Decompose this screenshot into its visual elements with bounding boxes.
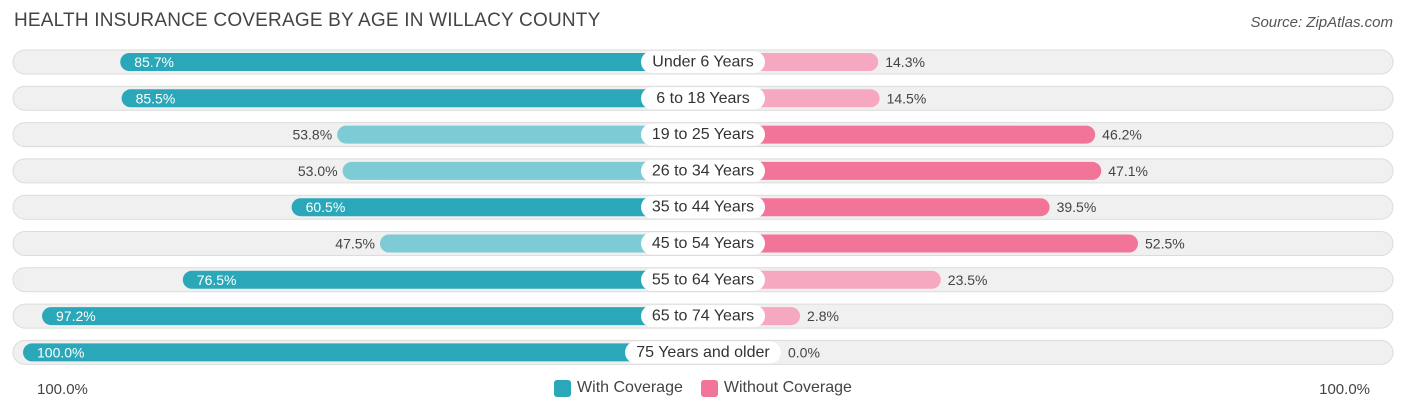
- category-label-background: [641, 123, 765, 146]
- value-label-without-coverage: 39.5%: [1057, 199, 1097, 215]
- value-label-with-coverage: 85.7%: [134, 54, 174, 70]
- legend-item-without-coverage: Without Coverage: [700, 379, 852, 397]
- value-label-with-coverage: 85.5%: [136, 90, 176, 106]
- legend: With Coverage Without Coverage: [0, 379, 1406, 397]
- category-label: 26 to 34 Years: [652, 162, 754, 179]
- value-label-without-coverage: 14.3%: [885, 54, 925, 70]
- value-label-without-coverage: 2.8%: [807, 308, 839, 324]
- bar-with-coverage: [23, 343, 703, 362]
- value-label-without-coverage: 23.5%: [948, 272, 988, 288]
- category-label-background: [641, 51, 765, 73]
- bar-with-coverage: [337, 125, 703, 144]
- value-label-without-coverage: 47.1%: [1108, 163, 1148, 179]
- legend-swatch-without-coverage: [700, 379, 718, 397]
- category-label: 65 to 74 Years: [652, 308, 754, 325]
- bar-with-coverage: [380, 234, 703, 253]
- value-label-with-coverage: 97.2%: [56, 308, 96, 324]
- category-label-background: [641, 87, 765, 110]
- legend-item-with-coverage: With Coverage: [554, 379, 683, 397]
- category-label: 55 to 64 Years: [652, 271, 754, 288]
- value-label-with-coverage: 60.5%: [306, 199, 346, 215]
- bar-with-coverage: [291, 198, 703, 217]
- bar-without-coverage: [703, 198, 1050, 217]
- bar-with-coverage: [120, 53, 704, 71]
- bar-with-coverage: [342, 161, 703, 180]
- value-label-without-coverage: 14.5%: [887, 90, 927, 106]
- category-label-background: [641, 159, 765, 182]
- value-label-without-coverage: 52.5%: [1145, 236, 1185, 252]
- category-label: 19 to 25 Years: [652, 126, 754, 143]
- value-label-with-coverage: 100.0%: [37, 344, 84, 360]
- source-label: Source: ZipAtlas.com: [1250, 14, 1393, 31]
- category-label: 35 to 44 Years: [652, 199, 754, 216]
- bar-without-coverage: [703, 125, 1096, 144]
- bar-without-coverage: [703, 161, 1102, 180]
- legend-label-with-coverage: With Coverage: [577, 379, 683, 396]
- category-label: 6 to 18 Years: [656, 90, 749, 107]
- value-label-with-coverage: 53.8%: [292, 127, 332, 143]
- bar-with-coverage: [182, 270, 704, 289]
- axis-left-label: 100.0%: [37, 381, 88, 398]
- bar-with-coverage: [42, 307, 704, 326]
- bar-with-coverage: [121, 89, 704, 108]
- value-label-with-coverage: 47.5%: [335, 236, 375, 252]
- legend-label-without-coverage: Without Coverage: [723, 379, 852, 396]
- bar-without-coverage: [703, 234, 1138, 253]
- value-label-with-coverage: 76.5%: [197, 272, 237, 288]
- category-label: Under 6 Years: [652, 54, 753, 71]
- value-label-with-coverage: 53.0%: [298, 163, 338, 179]
- value-label-without-coverage: 0.0%: [788, 344, 820, 360]
- legend-swatch-with-coverage: [554, 379, 572, 397]
- category-label: 75 Years and older: [636, 344, 770, 361]
- value-label-without-coverage: 46.2%: [1102, 127, 1142, 143]
- category-label-background: [641, 305, 765, 328]
- chart-title: HEALTH INSURANCE COVERAGE BY AGE IN WILL…: [14, 10, 601, 31]
- category-label-background: [641, 196, 765, 219]
- axis-right-label: 100.0%: [1319, 381, 1370, 398]
- category-label-background: [641, 232, 765, 255]
- category-label-background: [625, 341, 781, 364]
- category-label: 45 to 54 Years: [652, 235, 754, 252]
- category-label-background: [641, 268, 765, 291]
